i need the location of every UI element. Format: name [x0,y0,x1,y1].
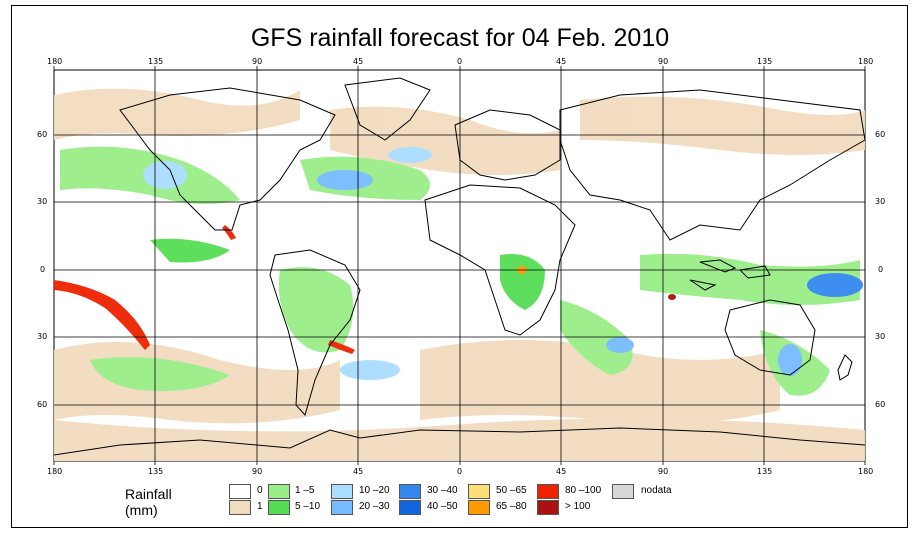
rain-green-africa [500,254,545,310]
legend-swatch-9 [468,500,490,515]
antarctica [53,427,866,456]
legend-swatch-7 [399,500,421,515]
legend-swatch-8 [468,484,490,499]
new-zealand [837,354,853,381]
rain-blue-north-atlantic-2 [388,147,432,163]
rain-blue-north-atlantic [317,170,373,190]
legend-swatch-12 [612,484,634,499]
indonesia [689,259,771,291]
lon-label-top-5: 0 [457,57,463,66]
legend-swatch-10 [537,484,559,499]
rain-green-south-america [278,267,354,353]
rain-green-south-pacific [90,357,230,391]
lat-label-right-3: 0 [878,265,884,274]
legend-label-5: 20 –30 [359,501,390,512]
legend-label-4: 10 –20 [359,485,390,496]
lat-label-right-2: 30 [875,197,886,206]
rain-band-south-indian [420,340,780,424]
south-america [269,249,361,417]
rainfall-layer [54,88,865,461]
legend-label-12: nodata [641,485,672,496]
lon-label-bottom-3: 90 [252,467,263,476]
europe [454,109,561,181]
legend-label-8: 50 –65 [496,485,527,496]
lon-label-bottom-5: 0 [457,467,463,476]
legend-swatch-4 [331,484,353,499]
continent-outlines [53,77,866,456]
legend-label-0: 0 [257,485,263,496]
rain-red-south-pacific-band [54,280,150,350]
lon-label-bottom-6: 45 [556,467,567,476]
lon-label-bottom-1: 180 [47,467,63,476]
rain-red-south-america [328,340,355,354]
legend-label-2: 1 –5 [295,485,315,496]
lon-label-top-7: 90 [658,57,669,66]
lat-label-left-5: 60 [37,400,48,409]
lat-label-right-5: 60 [875,400,886,409]
ticks [53,66,866,465]
lon-label-top-8: 135 [757,57,773,66]
north-america [119,87,336,231]
lon-label-top-6: 45 [556,57,567,66]
legend-title: Rainfall (mm) [125,486,172,518]
greenland [344,77,431,141]
lon-label-top-9: 180 [858,57,874,66]
lon-label-bottom-8: 135 [757,467,773,476]
legend-swatch-3 [268,500,290,515]
legend-swatch-0 [229,484,251,499]
graticule [54,70,865,461]
lon-label-top-4: 45 [353,57,364,66]
rain-band-north-asia [580,96,865,155]
asia [559,89,866,241]
rain-blue-west-pacific [807,273,863,297]
legend-label-1: 1 [257,501,263,512]
lon-label-top-2: 135 [148,57,164,66]
legend-label-3: 5 –10 [295,501,321,512]
rain-green-south-indian [560,300,633,375]
rain-band-north-pacific [54,88,300,140]
rain-blue-tasman [778,344,802,376]
rain-green-indonesia [640,253,860,305]
legend-swatch-1 [229,500,251,515]
rain-blue-south-atlantic [340,360,400,380]
lat-label-right-4: 30 [875,332,886,341]
map-title: GFS rainfall forecast for 04 Feb. 2010 [250,24,670,52]
lon-label-top-1: 180 [47,57,63,66]
lat-label-left-2: 30 [37,197,48,206]
legend-label-6: 30 –40 [427,485,458,496]
legend-swatch-6 [399,484,421,499]
rain-green-pacific-2 [150,238,230,263]
legend-swatch-11 [537,500,559,515]
rain-band-north-atlantic [330,106,560,175]
lon-label-bottom-9: 180 [858,467,874,476]
legend-label-10: 80 –100 [565,485,602,496]
rain-blue-indian [606,337,634,353]
legend-swatch-5 [331,500,353,515]
rain-red-central-america [222,225,236,240]
lat-label-right-1: 60 [875,130,886,139]
legend-label-11: > 100 [565,501,591,512]
lon-label-bottom-2: 135 [148,467,164,476]
lat-label-left-3: 0 [40,265,46,274]
australia [724,299,816,376]
lon-label-top-3: 90 [252,57,263,66]
legend-label-7: 40 –50 [427,501,458,512]
rain-red-indian-ocean [668,294,676,300]
lat-label-left-1: 60 [37,130,48,139]
africa [424,184,576,336]
lon-label-bottom-7: 90 [658,467,669,476]
legend-swatch-2 [268,484,290,499]
rain-blue-north-pacific [143,161,187,189]
lon-label-bottom-4: 45 [353,467,364,476]
lat-label-left-4: 30 [37,332,48,341]
legend-label-9: 65 –80 [496,501,527,512]
